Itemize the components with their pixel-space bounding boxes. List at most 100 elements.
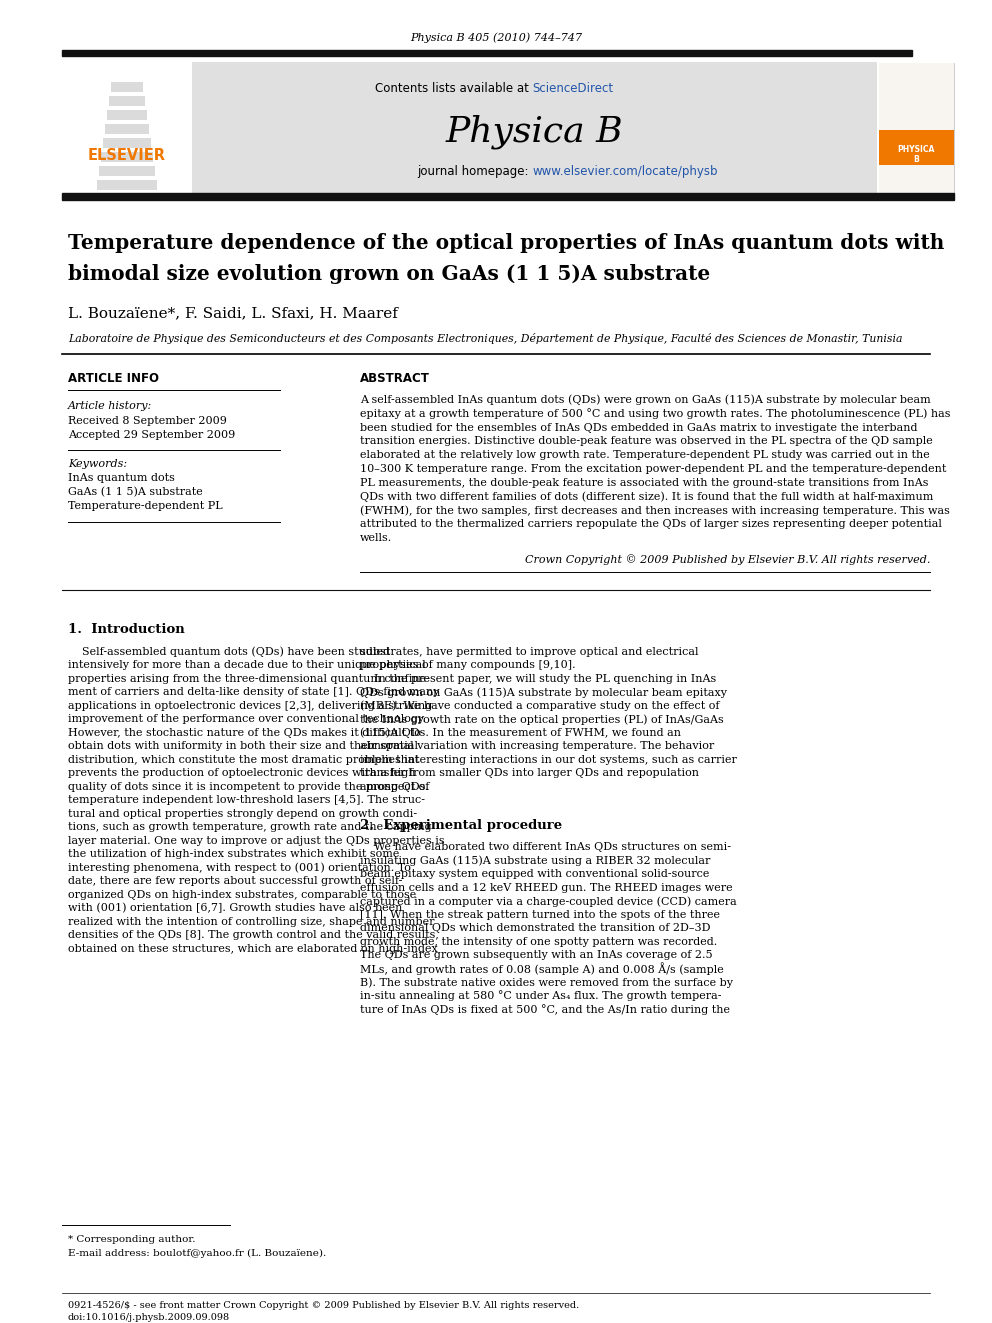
Text: B). The substrate native oxides were removed from the surface by: B). The substrate native oxides were rem… xyxy=(360,976,733,987)
Text: growth mode, the intensity of one spotty pattern was recorded.: growth mode, the intensity of one spotty… xyxy=(360,937,717,947)
Text: applications in optoelectronic devices [2,3], delivering a striking: applications in optoelectronic devices [… xyxy=(68,701,433,710)
Text: densities of the QDs [8]. The growth control and the valid results,: densities of the QDs [8]. The growth con… xyxy=(68,930,438,941)
Text: wells.: wells. xyxy=(360,533,392,542)
Bar xyxy=(99,165,155,176)
Text: among QDs.: among QDs. xyxy=(360,782,429,791)
Text: date, there are few reports about successful growth of self-: date, there are few reports about succes… xyxy=(68,876,403,886)
Text: Received 8 September 2009: Received 8 September 2009 xyxy=(68,415,227,426)
Text: realized with the intention of controlling size, shape and number: realized with the intention of controlli… xyxy=(68,917,434,927)
Text: implies interesting interactions in our dot systems, such as carrier: implies interesting interactions in our … xyxy=(360,755,737,765)
Text: organized QDs on high-index substrates, comparable to those: organized QDs on high-index substrates, … xyxy=(68,890,417,900)
Bar xyxy=(879,130,954,168)
Text: (FWHM), for the two samples, first decreases and then increases with increasing : (FWHM), for the two samples, first decre… xyxy=(360,505,950,516)
Bar xyxy=(103,138,151,148)
Text: (MBE). We have conducted a comparative study on the effect of: (MBE). We have conducted a comparative s… xyxy=(360,700,719,710)
Text: Physica B: Physica B xyxy=(445,115,623,149)
Text: Temperature dependence of the optical properties of InAs quantum dots with: Temperature dependence of the optical pr… xyxy=(68,233,944,253)
Text: QDs with two different families of dots (different size). It is found that the f: QDs with two different families of dots … xyxy=(360,491,933,501)
Text: distribution, which constitute the most dramatic problem that: distribution, which constitute the most … xyxy=(68,755,419,765)
Text: with (001) orientation [6,7]. Growth studies have also been: with (001) orientation [6,7]. Growth stu… xyxy=(68,904,403,913)
Text: obtain dots with uniformity in both their size and their spatial: obtain dots with uniformity in both thei… xyxy=(68,741,418,751)
Text: elaborated at the relatively low growth rate. Temperature-dependent PL study was: elaborated at the relatively low growth … xyxy=(360,450,930,460)
Text: been studied for the ensembles of InAs QDs embedded in GaAs matrix to investigat: been studied for the ensembles of InAs Q… xyxy=(360,422,918,433)
Text: Accepted 29 September 2009: Accepted 29 September 2009 xyxy=(68,430,235,441)
Text: ScienceDirect: ScienceDirect xyxy=(533,82,614,94)
Text: 10–300 K temperature range. From the excitation power-dependent PL and the tempe: 10–300 K temperature range. From the exc… xyxy=(360,464,946,474)
Text: properties of many compounds [9,10].: properties of many compounds [9,10]. xyxy=(360,660,575,671)
Bar xyxy=(879,64,954,193)
Text: E-mail address: boulotf@yahoo.fr (L. Bouzaïene).: E-mail address: boulotf@yahoo.fr (L. Bou… xyxy=(68,1249,326,1258)
Text: B: B xyxy=(913,156,919,164)
Bar xyxy=(101,152,153,161)
Text: A self-assembled InAs quantum dots (QDs) were grown on GaAs (115)A substrate by : A self-assembled InAs quantum dots (QDs)… xyxy=(360,394,930,405)
Text: ture of InAs QDs is fixed at 500 °C, and the As/In ratio during the: ture of InAs QDs is fixed at 500 °C, and… xyxy=(360,1004,730,1015)
Text: intensively for more than a decade due to their unique physical: intensively for more than a decade due t… xyxy=(68,660,426,671)
Text: PHYSICA: PHYSICA xyxy=(898,146,934,155)
Bar xyxy=(62,50,912,56)
Text: ment of carriers and delta-like density of state [1]. QDs find many: ment of carriers and delta-like density … xyxy=(68,688,439,697)
Bar xyxy=(879,165,954,194)
Text: [11]. When the streak pattern turned into the spots of the three: [11]. When the streak pattern turned int… xyxy=(360,910,720,919)
Bar xyxy=(65,65,185,193)
Text: ARTICLE INFO: ARTICLE INFO xyxy=(68,372,159,385)
Text: transition energies. Distinctive double-peak feature was observed in the PL spec: transition energies. Distinctive double-… xyxy=(360,437,932,446)
Text: layer material. One way to improve or adjust the QDs properties is: layer material. One way to improve or ad… xyxy=(68,836,444,845)
Text: properties arising from the three-dimensional quantum confine-: properties arising from the three-dimens… xyxy=(68,673,430,684)
Text: In the present paper, we will study the PL quenching in InAs: In the present paper, we will study the … xyxy=(360,673,716,684)
Text: Article history:: Article history: xyxy=(68,401,152,411)
Text: QDs grown on GaAs (115)A substrate by molecular beam epitaxy: QDs grown on GaAs (115)A substrate by mo… xyxy=(360,687,727,697)
Text: epitaxy at a growth temperature of 500 °C and using two growth rates. The photol: epitaxy at a growth temperature of 500 °… xyxy=(360,409,950,419)
Text: Crown Copyright © 2009 Published by Elsevier B.V. All rights reserved.: Crown Copyright © 2009 Published by Else… xyxy=(525,554,930,565)
Text: in-situ annealing at 580 °C under As₄ flux. The growth tempera-: in-situ annealing at 580 °C under As₄ fl… xyxy=(360,991,721,1002)
Bar xyxy=(192,62,877,196)
Text: GaAs (1 1 5)A substrate: GaAs (1 1 5)A substrate xyxy=(68,487,202,497)
Text: effusion cells and a 12 keV RHEED gun. The RHEED images were: effusion cells and a 12 keV RHEED gun. T… xyxy=(360,882,733,893)
Bar xyxy=(111,82,143,93)
Bar xyxy=(109,97,145,106)
Text: quality of dots since it is incompetent to provide the prospect of: quality of dots since it is incompetent … xyxy=(68,782,430,791)
Text: (115)A QDs. In the measurement of FWHM, we found an: (115)A QDs. In the measurement of FWHM, … xyxy=(360,728,681,738)
Text: 1.  Introduction: 1. Introduction xyxy=(68,623,185,636)
Text: We have elaborated two different InAs QDs structures on semi-: We have elaborated two different InAs QD… xyxy=(360,843,731,852)
Bar xyxy=(105,124,149,134)
Text: journal homepage:: journal homepage: xyxy=(418,165,533,179)
Text: Temperature-dependent PL: Temperature-dependent PL xyxy=(68,501,222,511)
Text: Contents lists available at: Contents lists available at xyxy=(375,82,533,94)
Text: dimensional QDs which demonstrated the transition of 2D–3D: dimensional QDs which demonstrated the t… xyxy=(360,923,710,933)
Text: the InAs growth rate on the optical properties (PL) of InAs/GaAs: the InAs growth rate on the optical prop… xyxy=(360,714,724,725)
Text: doi:10.1016/j.physb.2009.09.098: doi:10.1016/j.physb.2009.09.098 xyxy=(68,1314,230,1323)
Text: InAs quantum dots: InAs quantum dots xyxy=(68,474,175,483)
Text: temperature independent low-threshold lasers [4,5]. The struc-: temperature independent low-threshold la… xyxy=(68,795,425,806)
Text: However, the stochastic nature of the QDs makes it difficult to: However, the stochastic nature of the QD… xyxy=(68,728,421,738)
Text: 0921-4526/$ - see front matter Crown Copyright © 2009 Published by Elsevier B.V.: 0921-4526/$ - see front matter Crown Cop… xyxy=(68,1302,579,1311)
Text: improvement of the performance over conventional technology.: improvement of the performance over conv… xyxy=(68,714,427,724)
Text: ELSEVIER: ELSEVIER xyxy=(88,147,166,163)
Text: bimodal size evolution grown on GaAs (1 1 5)A substrate: bimodal size evolution grown on GaAs (1 … xyxy=(68,265,710,284)
Text: insulating GaAs (115)A substrate using a RIBER 32 molecular: insulating GaAs (115)A substrate using a… xyxy=(360,856,710,867)
Text: 2.  Experimental procedure: 2. Experimental procedure xyxy=(360,819,562,832)
Text: substrates, have permitted to improve optical and electrical: substrates, have permitted to improve op… xyxy=(360,647,698,656)
Bar xyxy=(107,110,147,120)
Text: captured in a computer via a charge-coupled device (CCD) camera: captured in a computer via a charge-coup… xyxy=(360,896,737,906)
Text: MLs, and growth rates of 0.08 (sample A) and 0.008 Å/s (sample: MLs, and growth rates of 0.08 (sample A)… xyxy=(360,962,724,975)
Bar xyxy=(62,193,954,200)
Text: transfer from smaller QDs into larger QDs and repopulation: transfer from smaller QDs into larger QD… xyxy=(360,769,699,778)
Text: L. Bouzaïene*, F. Saidi, L. Sfaxi, H. Maaref: L. Bouzaïene*, F. Saidi, L. Sfaxi, H. Ma… xyxy=(68,306,398,320)
Text: Keywords:: Keywords: xyxy=(68,459,127,468)
Text: beam epitaxy system equipped with conventional solid-source: beam epitaxy system equipped with conven… xyxy=(360,869,709,880)
Text: tural and optical properties strongly depend on growth condi-: tural and optical properties strongly de… xyxy=(68,808,417,819)
Text: Self-assembled quantum dots (QDs) have been studied: Self-assembled quantum dots (QDs) have b… xyxy=(68,647,390,658)
Bar xyxy=(879,64,954,143)
Text: Physica B 405 (2010) 744–747: Physica B 405 (2010) 744–747 xyxy=(410,33,582,44)
Text: tions, such as growth temperature, growth rate and the capping: tions, such as growth temperature, growt… xyxy=(68,823,432,832)
Text: abnormal variation with increasing temperature. The behavior: abnormal variation with increasing tempe… xyxy=(360,741,714,751)
Text: the utilization of high-index substrates which exhibit some: the utilization of high-index substrates… xyxy=(68,849,400,860)
Text: PL measurements, the double-peak feature is associated with the ground-state tra: PL measurements, the double-peak feature… xyxy=(360,478,929,488)
Text: attributed to the thermalized carriers repopulate the QDs of larger sizes repres: attributed to the thermalized carriers r… xyxy=(360,519,941,529)
Text: www.elsevier.com/locate/physb: www.elsevier.com/locate/physb xyxy=(533,165,718,179)
Bar xyxy=(97,180,157,191)
Text: prevents the production of optoelectronic devices with a high: prevents the production of optoelectroni… xyxy=(68,769,416,778)
Text: Laboratoire de Physique des Semiconducteurs et des Composants Electroniques, Dép: Laboratoire de Physique des Semiconducte… xyxy=(68,332,903,344)
Text: * Corresponding author.: * Corresponding author. xyxy=(68,1234,195,1244)
Text: ABSTRACT: ABSTRACT xyxy=(360,372,430,385)
